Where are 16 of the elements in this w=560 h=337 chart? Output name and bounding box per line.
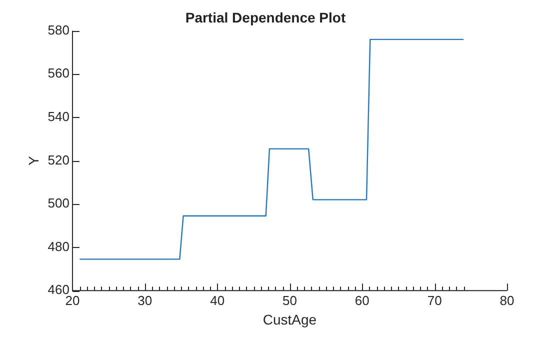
x-tick-label: 50 xyxy=(282,292,297,308)
x-tick-label: 80 xyxy=(500,292,514,308)
x-tick-label: 60 xyxy=(354,292,370,308)
y-tick-label: 480 xyxy=(48,238,70,254)
y-axis-title: Y xyxy=(25,155,42,166)
y-tick-label: 520 xyxy=(48,152,70,168)
y-tick-label: 540 xyxy=(48,108,70,124)
chart-title: Partial Dependence Plot xyxy=(185,9,346,26)
x-tick-label: 30 xyxy=(138,292,152,308)
x-tick-label: 40 xyxy=(210,292,225,308)
x-axis-title: CustAge xyxy=(262,311,317,328)
x-tick-label: 20 xyxy=(65,292,80,308)
x-tick-label: 70 xyxy=(427,292,442,308)
y-tick-label: 500 xyxy=(48,196,70,211)
y-tick-label: 580 xyxy=(48,22,70,38)
y-tick-label: 560 xyxy=(48,66,70,81)
